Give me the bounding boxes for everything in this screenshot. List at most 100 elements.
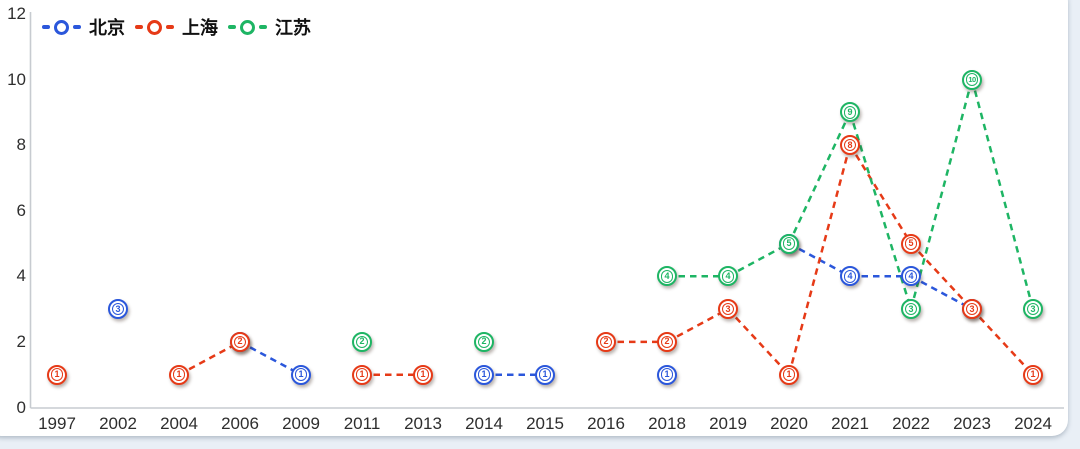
x-axis-tick-label: 2014: [465, 414, 503, 433]
x-axis-tick-label: 2019: [709, 414, 747, 433]
data-point-value: 1: [1026, 368, 1040, 381]
y-axis-tick-label: 2: [16, 331, 26, 351]
x-axis-tick-label: 2020: [770, 414, 808, 433]
y-axis-tick-label: 12: [7, 3, 26, 23]
y-axis-tick-label: 6: [16, 200, 26, 220]
legend-dash-icon: [135, 25, 143, 29]
data-point-marker[interactable]: 3: [901, 299, 921, 320]
data-point-value: 3: [1026, 302, 1040, 316]
data-point-marker[interactable]: 5: [779, 233, 799, 254]
data-point-marker[interactable]: 3: [962, 299, 982, 320]
series-line-segment: [787, 111, 852, 245]
data-point-value: 4: [660, 270, 674, 283]
series-line-segment: [239, 340, 302, 376]
data-point-value: 2: [599, 335, 613, 349]
data-point-value: 4: [904, 270, 918, 283]
data-point-value: 4: [721, 270, 735, 283]
legend-circle-icon: [54, 19, 69, 35]
data-point-marker[interactable]: 1: [352, 364, 372, 385]
data-point-marker[interactable]: 1: [291, 364, 311, 385]
data-point-value: 4: [843, 270, 857, 283]
chart-card: [0, 0, 1068, 436]
data-point-value: 8: [843, 138, 857, 152]
series-line-segment: [848, 144, 913, 245]
series-line-segment: [666, 307, 729, 344]
data-point-marker[interactable]: 1: [535, 364, 555, 385]
data-point-marker[interactable]: 3: [718, 299, 738, 320]
x-axis-tick-label: 2024: [1014, 414, 1052, 433]
data-point-value: 1: [416, 368, 430, 381]
x-axis-tick-label: 2015: [526, 414, 564, 433]
y-axis-tick-label: 4: [16, 266, 26, 286]
data-point-value: 1: [782, 368, 796, 381]
data-point-marker[interactable]: 1: [1023, 364, 1043, 385]
series-line-segment: [787, 144, 852, 376]
x-axis-tick-label: 2021: [831, 414, 869, 433]
data-point-marker[interactable]: 2: [657, 331, 677, 352]
data-point-marker[interactable]: 2: [230, 331, 250, 352]
data-point-marker[interactable]: 4: [840, 266, 860, 287]
data-point-value: 2: [355, 335, 369, 349]
data-point-marker[interactable]: 3: [108, 299, 128, 320]
data-point-value: 3: [721, 302, 735, 316]
legend-item-0[interactable]: 北京: [42, 14, 125, 40]
data-point-marker[interactable]: 10: [962, 69, 982, 90]
x-axis-tick-label: 2006: [221, 414, 259, 433]
data-point-marker[interactable]: 9: [840, 102, 860, 123]
legend-circle-icon: [147, 19, 162, 35]
series-line-segment: [178, 340, 241, 376]
data-point-value: 1: [50, 368, 64, 381]
data-point-value: 1: [172, 368, 186, 381]
legend-dash-icon: [166, 25, 174, 29]
legend-label: 上海: [182, 18, 218, 38]
data-point-marker[interactable]: 2: [352, 331, 372, 352]
data-point-marker[interactable]: 2: [596, 331, 616, 352]
data-point-marker[interactable]: 3: [1023, 299, 1043, 320]
data-point-value: 5: [782, 237, 796, 250]
legend-circle-icon: [240, 19, 255, 35]
series-line-segment: [971, 308, 1034, 376]
data-point-marker[interactable]: 1: [779, 364, 799, 385]
data-point-value: 2: [233, 335, 247, 349]
x-axis-tick-label: 2022: [892, 414, 930, 433]
x-axis-tick-label: 1997: [38, 414, 76, 433]
data-point-marker[interactable]: 4: [718, 266, 738, 287]
data-point-value: 3: [904, 302, 918, 316]
x-axis-tick-label: 2018: [648, 414, 686, 433]
legend: 北京 上海 江苏: [42, 14, 311, 40]
series-line-segment: [727, 242, 790, 278]
legend-dash-icon: [259, 25, 267, 29]
x-axis-tick-label: 2004: [160, 414, 198, 433]
data-point-value: 1: [294, 368, 308, 381]
x-axis-tick-label: 2011: [343, 414, 381, 433]
data-point-marker[interactable]: 4: [901, 266, 921, 287]
data-point-value: 9: [843, 106, 857, 119]
x-axis-tick-label: 2002: [99, 414, 137, 433]
data-point-marker[interactable]: 8: [840, 135, 860, 156]
data-point-marker[interactable]: 1: [657, 364, 677, 385]
data-point-marker[interactable]: 5: [901, 233, 921, 254]
legend-dash-icon: [228, 25, 236, 29]
legend-label: 江苏: [275, 18, 311, 38]
data-point-value: 1: [538, 368, 552, 381]
x-axis-tick-label: 2009: [282, 414, 320, 433]
data-point-value: 1: [355, 368, 369, 381]
data-point-marker[interactable]: 4: [657, 266, 677, 287]
data-point-value: 3: [111, 302, 125, 316]
legend-dash-icon: [73, 25, 81, 29]
series-line-segment: [970, 79, 1035, 310]
data-point-value: 2: [477, 335, 491, 349]
data-point-marker[interactable]: 1: [169, 364, 189, 385]
legend-item-1[interactable]: 上海: [135, 14, 218, 40]
series-line-segment: [727, 308, 790, 376]
legend-item-2[interactable]: 江苏: [228, 14, 311, 40]
data-point-value: 3: [965, 302, 979, 316]
data-point-marker[interactable]: 2: [474, 331, 494, 352]
legend-dash-icon: [42, 25, 50, 29]
data-point-marker[interactable]: 1: [474, 364, 494, 385]
data-point-value: 1: [477, 368, 491, 381]
data-point-marker[interactable]: 1: [413, 364, 433, 385]
data-point-marker[interactable]: 1: [47, 364, 67, 385]
